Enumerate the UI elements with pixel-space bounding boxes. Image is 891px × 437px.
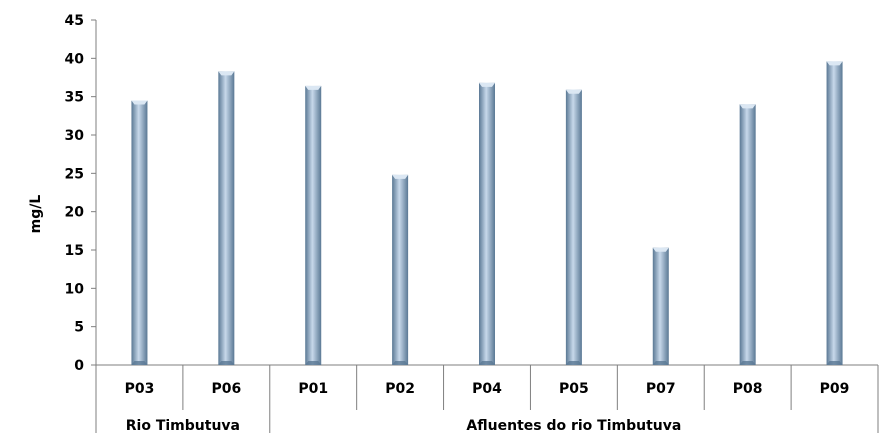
bar-base bbox=[479, 361, 495, 365]
bar-cap bbox=[392, 174, 409, 179]
group-label: Rio Timbutuva bbox=[126, 418, 240, 433]
x-tick-label: P02 bbox=[385, 381, 415, 397]
y-axis-label: mg/L bbox=[28, 195, 44, 234]
y-tick-label: 0 bbox=[74, 358, 84, 374]
bar-p02 bbox=[392, 174, 409, 365]
bar-cap bbox=[826, 61, 843, 66]
bar-base bbox=[305, 361, 322, 365]
x-tick-label: P05 bbox=[559, 381, 589, 397]
y-tick-label: 30 bbox=[65, 128, 85, 144]
bar-cap bbox=[218, 71, 235, 76]
x-tick-label: P06 bbox=[211, 381, 241, 397]
bar-base bbox=[652, 361, 669, 365]
bar-cap bbox=[479, 82, 495, 87]
bar-p06 bbox=[218, 71, 235, 365]
y-tick-label: 15 bbox=[65, 243, 84, 259]
x-tick-label: P08 bbox=[733, 381, 763, 397]
bar-base bbox=[739, 361, 756, 365]
bar-base bbox=[826, 361, 843, 365]
bar-p08 bbox=[739, 104, 756, 365]
y-tick-label: 25 bbox=[65, 166, 84, 182]
y-tick-label: 20 bbox=[65, 205, 85, 221]
bar-cap bbox=[305, 85, 322, 90]
bar-p01 bbox=[305, 85, 322, 365]
x-tick-label: P04 bbox=[472, 381, 502, 397]
group-label: Afluentes do rio Timbutuva bbox=[466, 418, 681, 433]
y-tick-label: 10 bbox=[65, 281, 85, 297]
x-tick-label: P01 bbox=[298, 381, 328, 397]
bar-base bbox=[565, 361, 582, 365]
bar-cap bbox=[739, 104, 756, 109]
bar-p07 bbox=[652, 247, 669, 365]
bar-base bbox=[131, 361, 148, 365]
x-tick-label: P03 bbox=[125, 381, 155, 397]
bar-p05 bbox=[565, 89, 582, 366]
x-tick-label: P07 bbox=[646, 381, 676, 397]
bar-p03 bbox=[131, 100, 148, 365]
bar-p09 bbox=[826, 61, 843, 366]
y-tick-label: 40 bbox=[65, 51, 85, 67]
bar-p04 bbox=[479, 82, 495, 365]
y-tick-label: 35 bbox=[65, 90, 84, 106]
bar-cap bbox=[652, 247, 669, 252]
y-tick-label: 45 bbox=[65, 13, 84, 29]
y-tick-label: 5 bbox=[74, 320, 84, 336]
x-tick-label: P09 bbox=[820, 381, 850, 397]
bar-base bbox=[392, 361, 409, 365]
bar-cap bbox=[131, 100, 148, 105]
bar-base bbox=[218, 361, 235, 365]
bar-cap bbox=[565, 89, 582, 94]
